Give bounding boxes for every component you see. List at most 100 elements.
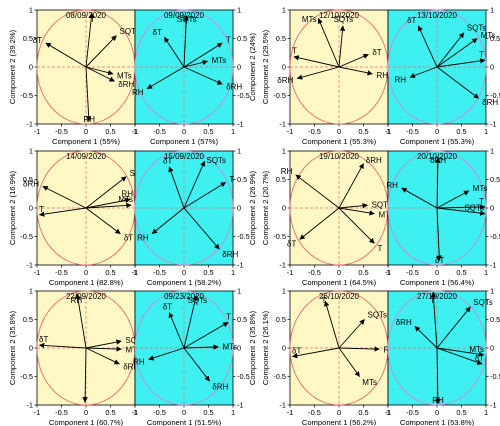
vector-label: MTs — [378, 211, 393, 220]
y-axis-label: Component 2 (39.2%) — [8, 29, 17, 104]
loading-vector — [338, 319, 365, 349]
loading-vector — [75, 293, 87, 349]
x-tick-label: 1 — [386, 408, 390, 417]
loading-vector — [183, 321, 229, 349]
biplot-panel-5: 14/09/2020 -1 -0.5 0 0.5 1 Component 1 (82.8%)… — [8, 147, 149, 288]
biplot-panel-6: 15/09/2020 -1 -0.5 0 0.5 1 Component 1 (58.2%)… — [132, 147, 257, 288]
loading-vector — [436, 207, 486, 216]
y-tick-label: 1 — [237, 147, 241, 156]
y-axis-label: Component 2 (26.9%) — [248, 170, 257, 245]
x-tick-label: -0.5 — [308, 127, 321, 136]
y-tick-label: 0 — [237, 344, 241, 353]
x-tick-label: 1 — [231, 408, 235, 417]
loading-vector — [317, 18, 340, 68]
x-tick-label: -1 — [385, 268, 392, 277]
panel-title: 27/10/2020 — [417, 292, 458, 301]
x-tick-label: -1 — [385, 408, 392, 417]
y-tick-label: -0.5 — [273, 91, 286, 100]
y-tick-label: 0 — [490, 204, 494, 213]
y-tick-label: 0.5 — [276, 315, 286, 324]
vector-label: δRH — [212, 382, 228, 391]
vector-label: SQTs — [372, 201, 392, 210]
y-axis-label: Component 2 (24%) — [248, 33, 257, 101]
loading-vector — [183, 295, 198, 349]
y-tick-label: 0 — [282, 204, 286, 213]
x-tick-label: 1 — [231, 127, 235, 136]
vector-label: T — [226, 312, 231, 321]
loading-vector — [85, 339, 122, 349]
x-axis-label: Component 1 (55.3%) — [400, 137, 475, 146]
x-tick-label: 0 — [435, 268, 439, 277]
y-tick-label: 0 — [282, 63, 286, 72]
x-tick-label: 0 — [84, 268, 88, 277]
loading-vector — [183, 160, 206, 209]
loading-vector — [183, 66, 223, 85]
y-tick-label: 0 — [29, 344, 33, 353]
panel-title: 14/09/2020 — [66, 152, 107, 161]
x-tick-label: 0.5 — [456, 268, 466, 277]
y-tick-label: 0 — [490, 344, 494, 353]
panel-title: 26/10/2020 — [319, 292, 360, 301]
x-tick-label: 0.5 — [358, 408, 368, 417]
loading-vector — [183, 42, 223, 68]
x-tick-label: 0 — [182, 268, 186, 277]
panel-title: 19/10/2020 — [319, 152, 360, 161]
vector-label: T — [479, 50, 484, 59]
y-tick-label: 1 — [282, 147, 286, 156]
loading-vector — [338, 207, 375, 244]
vector-label: RH — [376, 71, 388, 80]
x-tick-label: -1 — [385, 127, 392, 136]
x-tick-label: -0.5 — [55, 127, 68, 136]
vector-label: MTs — [222, 343, 237, 352]
y-tick-label: -0.5 — [20, 372, 33, 381]
biplot-panel-8: 20/10/2020 -1 -0.5 0 0.5 1 Component 1 (56.4%)… — [385, 147, 500, 288]
loading-vector — [38, 207, 87, 217]
vector-label: T — [292, 47, 297, 56]
vector-label: δRH — [23, 180, 39, 189]
x-axis-label: Component 1 (82.8%) — [49, 278, 124, 287]
y-tick-label: -1 — [279, 120, 286, 129]
vector-label: SQTs — [120, 27, 140, 36]
vector-label: SQTs — [334, 15, 354, 24]
y-tick-label: -1 — [26, 120, 33, 129]
vector-label: T — [39, 205, 44, 214]
y-tick-label: -1 — [490, 261, 497, 270]
x-tick-label: 1 — [133, 127, 137, 136]
vector-label: T — [321, 296, 326, 305]
vector-label: δRH — [118, 80, 134, 89]
x-tick-label: 1 — [386, 268, 390, 277]
y-tick-label: 0.5 — [490, 175, 500, 184]
x-tick-label: 0.5 — [203, 408, 213, 417]
x-tick-label: 0.5 — [358, 127, 368, 136]
x-tick-label: 0 — [435, 127, 439, 136]
x-tick-label: 1 — [484, 268, 488, 277]
loading-vector — [168, 166, 185, 209]
x-tick-label: -1 — [132, 268, 139, 277]
panel-title: 20/10/2020 — [417, 152, 458, 161]
biplot-panel-7: 19/10/2020 -1 -0.5 0 0.5 1 Component 1 (64.5%)… — [261, 147, 393, 288]
loading-vector — [414, 325, 438, 349]
loading-vector — [436, 58, 486, 68]
y-tick-label: -0.5 — [237, 232, 250, 241]
vector-label: δRH — [123, 363, 139, 372]
x-tick-label: 1 — [484, 408, 488, 417]
x-tick-label: -1 — [132, 127, 139, 136]
loading-vector — [183, 344, 219, 350]
x-tick-label: -1 — [34, 268, 41, 277]
loading-vector — [183, 207, 220, 250]
y-tick-label: 0 — [29, 63, 33, 72]
vector-label: δT — [287, 239, 296, 248]
loading-vector — [85, 346, 122, 352]
loading-vector — [324, 300, 340, 349]
y-tick-label: -1 — [490, 120, 497, 129]
y-tick-label: 1 — [237, 287, 241, 296]
y-tick-label: 1 — [29, 147, 33, 156]
loading-vector — [85, 66, 115, 82]
x-tick-label: 1 — [133, 408, 137, 417]
y-tick-label: -1 — [237, 261, 244, 270]
vector-label: RH — [133, 357, 145, 366]
vector-label: RH — [137, 234, 149, 243]
vector-label: RH — [132, 88, 144, 97]
vector-label: MTs — [212, 56, 227, 65]
